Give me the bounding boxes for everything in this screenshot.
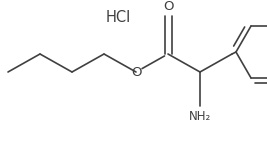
- Text: NH₂: NH₂: [189, 111, 211, 124]
- Text: HCl: HCl: [105, 10, 131, 26]
- Text: O: O: [131, 66, 141, 79]
- Text: O: O: [163, 1, 173, 14]
